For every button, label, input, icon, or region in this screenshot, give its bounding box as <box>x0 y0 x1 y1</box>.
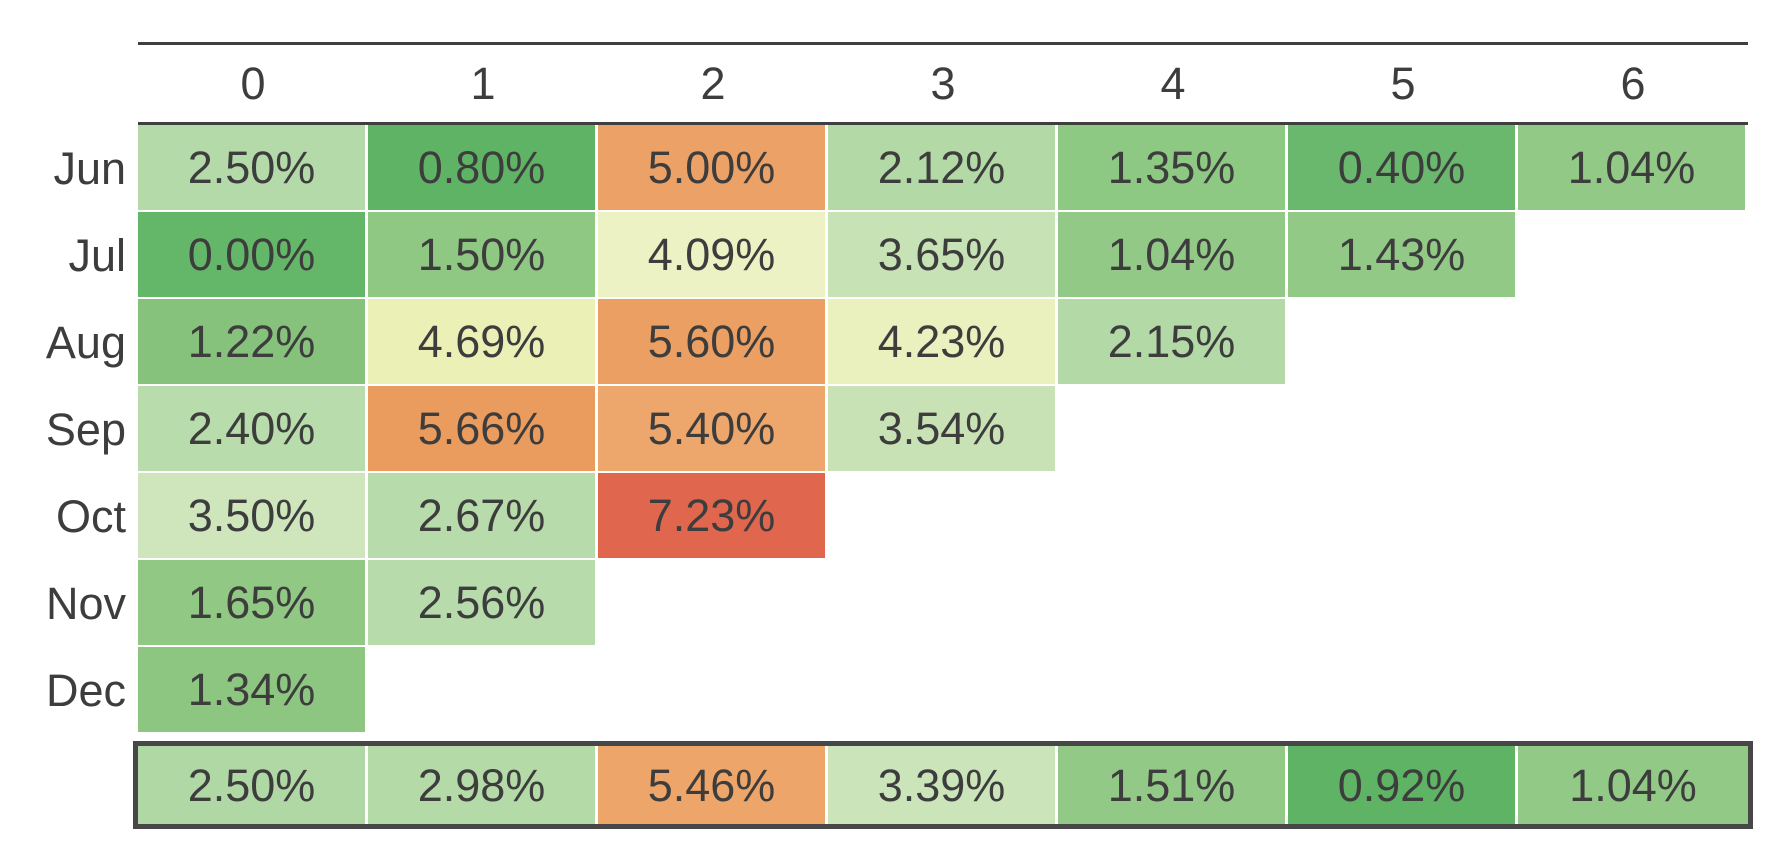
column-header: 3 <box>930 58 956 109</box>
heatmap-cell-empty <box>1518 647 1748 734</box>
heatmap-cell-empty <box>1518 560 1748 647</box>
heatmap-cell: 4.69% <box>368 299 598 386</box>
heatmap-cell: 7.23% <box>598 473 828 560</box>
column-header: 5 <box>1390 58 1416 109</box>
row-label: Dec <box>45 665 126 716</box>
heatmap-cell: 3.50% <box>138 473 368 560</box>
heatmap-cell: 5.60% <box>598 299 828 386</box>
row-label: Jun <box>53 143 126 194</box>
heatmap-cell: 1.43% <box>1288 212 1518 299</box>
heatmap-cell-empty <box>1518 299 1748 386</box>
heatmap-cell: 1.34% <box>138 647 368 734</box>
heatmap-cell: 4.23% <box>828 299 1058 386</box>
column-header: 1 <box>470 58 496 109</box>
heatmap-cell-empty <box>1058 473 1288 560</box>
heatmap-cell-empty <box>1288 647 1518 734</box>
heatmap-cell: 0.00% <box>138 212 368 299</box>
header-rule <box>138 122 1748 125</box>
row-label: Sep <box>45 404 126 455</box>
heatmap-cell: 2.15% <box>1058 299 1288 386</box>
row-label: Nov <box>45 578 126 629</box>
heatmap-cell-empty <box>1058 386 1288 473</box>
heatmap-cell: 1.65% <box>138 560 368 647</box>
column-header: 6 <box>1620 58 1646 109</box>
summary-cell: 0.92% <box>1288 746 1518 824</box>
heatmap-cell: 2.12% <box>828 125 1058 212</box>
column-header: 0 <box>240 58 266 109</box>
summary-cell: 3.39% <box>828 746 1058 824</box>
heatmap-cell-empty <box>1518 386 1748 473</box>
summary-cell: 2.50% <box>138 746 368 824</box>
heatmap-cell: 0.80% <box>368 125 598 212</box>
heatmap-cell: 1.22% <box>138 299 368 386</box>
header-row: 0 1 2 3 4 5 6 <box>0 45 1748 122</box>
heatmap-cell: 2.56% <box>368 560 598 647</box>
heatmap-grid: Jun 2.50% 0.80% 5.00% 2.12% 1.35% 0.40% 1.04% Ju… <box>0 125 1748 734</box>
heatmap-cell: 3.65% <box>828 212 1058 299</box>
summary-row: 2.50% 2.98% 5.46% 3.39% 1.51% 0.92% 1.04% <box>138 746 1748 824</box>
heatmap-cell: 4.09% <box>598 212 828 299</box>
heatmap-cell-empty <box>1288 299 1518 386</box>
heatmap-cell: 1.04% <box>1518 125 1748 212</box>
heatmap-cell: 5.66% <box>368 386 598 473</box>
summary-cell: 1.04% <box>1518 746 1748 824</box>
row-label: Aug <box>45 317 126 368</box>
top-rule <box>138 42 1748 45</box>
summary-cell: 2.98% <box>368 746 598 824</box>
heatmap-cell: 2.40% <box>138 386 368 473</box>
heatmap-cell-empty <box>1288 560 1518 647</box>
heatmap-cell-empty <box>828 473 1058 560</box>
summary-row-border: 2.50% 2.98% 5.46% 3.39% 1.51% 0.92% 1.04% <box>133 741 1753 829</box>
column-header: 2 <box>700 58 726 109</box>
heatmap-cell-empty <box>598 647 828 734</box>
heatmap-cell-empty <box>598 560 828 647</box>
row-label: Oct <box>55 491 126 542</box>
heatmap-cell: 1.35% <box>1058 125 1288 212</box>
summary-cell: 1.51% <box>1058 746 1288 824</box>
heatmap-cell-empty <box>1288 386 1518 473</box>
header-corner <box>0 45 138 122</box>
column-header: 4 <box>1160 58 1186 109</box>
heatmap-cell-empty <box>1288 473 1518 560</box>
heatmap-cell-empty <box>828 647 1058 734</box>
heatmap-cell: 0.40% <box>1288 125 1518 212</box>
heatmap-cell: 2.50% <box>138 125 368 212</box>
heatmap-cell: 3.54% <box>828 386 1058 473</box>
heatmap-cell-empty <box>368 647 598 734</box>
heatmap-cell-empty <box>1058 560 1288 647</box>
heatmap-cell-empty <box>1518 212 1748 299</box>
heatmap-cell-empty <box>1058 647 1288 734</box>
heatmap-cell: 5.40% <box>598 386 828 473</box>
summary-cell: 5.46% <box>598 746 828 824</box>
heatmap-cell-empty <box>1518 473 1748 560</box>
heatmap-cell: 1.50% <box>368 212 598 299</box>
row-label: Jul <box>68 230 126 281</box>
heatmap-cell: 1.04% <box>1058 212 1288 299</box>
heatmap-cell: 2.67% <box>368 473 598 560</box>
heatmap-cell-empty <box>828 560 1058 647</box>
heatmap-cell: 5.00% <box>598 125 828 212</box>
